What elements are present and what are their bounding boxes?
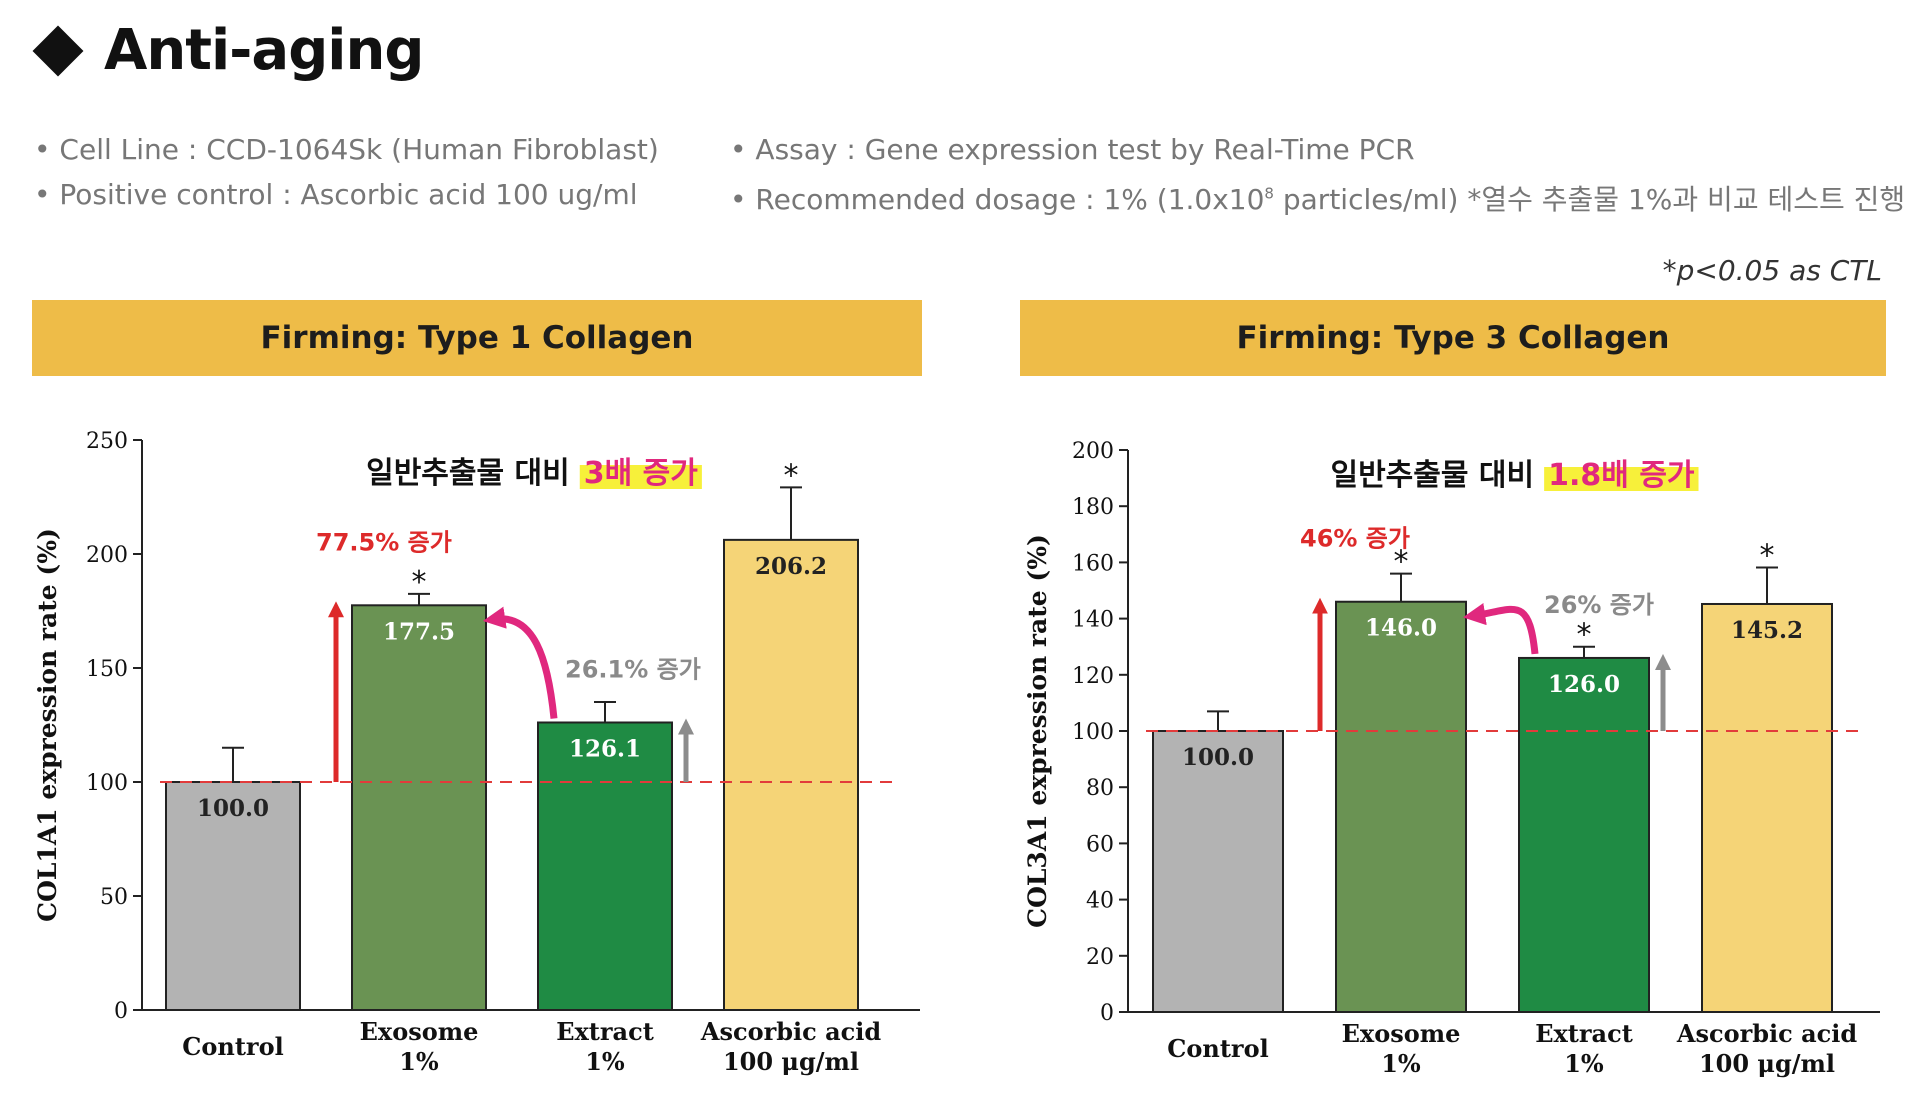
x-tick-label: Control (1167, 1034, 1268, 1063)
chart-collagen-type3: COL3A1 expression rate (%) 0 20 40 60 80 100 12… (1010, 380, 1890, 1090)
y-tick-label: 100 (86, 771, 128, 796)
title-row: Anti-aging (32, 18, 424, 83)
chart1-title: Firming: Type 1 Collagen (32, 300, 922, 376)
magenta-comparison-arrow (1462, 602, 1539, 655)
headline-highlight-marker (1544, 467, 1699, 491)
data-label: 206.2 (755, 553, 827, 580)
y-axis-label: COL3A1 expression rate (%) (1023, 534, 1052, 928)
exosome-increase-annotation: 77.5% 증가 (316, 528, 452, 556)
x-tick-label: Extract (1535, 1019, 1633, 1048)
extract-increase-annotation: 26.1% 증가 (565, 655, 701, 683)
significance-star: * (784, 458, 799, 493)
x-tick-label: Exosome (1342, 1019, 1461, 1048)
bar-1 (1152, 730, 1284, 1013)
x-tick-label-line2: 1% (1564, 1049, 1604, 1078)
y-tick-label: 0 (114, 999, 128, 1024)
headline-group: 일반추출물 대비 3배 증가 (366, 456, 702, 491)
y-tick-label: 150 (86, 657, 128, 682)
bar-1 (165, 781, 301, 1011)
positive-control-info: • Positive control : Ascorbic acid 100 u… (34, 178, 638, 211)
page-title: Anti-aging (104, 18, 424, 83)
y-tick-label: 200 (86, 543, 128, 568)
y-tick-label: 0 (1100, 1001, 1114, 1026)
significance-star: * (1760, 538, 1775, 573)
x-tick-label-line2: 1% (1381, 1049, 1421, 1078)
exosome-increase-annotation: 46% 증가 (1300, 525, 1410, 553)
y-tick-label: 20 (1086, 945, 1114, 970)
data-label: 177.5 (383, 618, 455, 645)
y-tick-label: 250 (86, 429, 128, 454)
x-tick-label-line2: 1% (585, 1047, 625, 1076)
assay-info: • Assay : Gene expression test by Real-T… (730, 133, 1415, 166)
x-tick-label: Control (182, 1032, 283, 1061)
dosage-prefix: • Recommended dosage : 1% (1.0x10 (730, 183, 1265, 216)
y-tick-label: 140 (1072, 608, 1114, 633)
dosage-suffix: particles/ml) *열수 추출물 1%과 비교 테스트 진행 (1273, 183, 1906, 216)
y-tick-label: 160 (1072, 551, 1114, 576)
diamond-bullet-icon (32, 25, 84, 76)
headline-highlight-marker (579, 465, 702, 489)
chart-svg-2: COL3A1 expression rate (%) 0 20 40 60 80 100 12… (1023, 439, 1880, 1078)
bar-4 (1701, 602, 1833, 1013)
bar-4 (723, 538, 859, 1011)
x-tick-label: Extract (556, 1017, 654, 1046)
y-tick-label: 100 (1072, 720, 1114, 745)
y-tick-label: 50 (100, 885, 128, 910)
data-label: 126.1 (569, 735, 641, 762)
x-tick-label: Ascorbic acid (1676, 1019, 1858, 1048)
magenta-comparison-arrow (482, 606, 558, 719)
significance-star: * (1394, 545, 1409, 580)
y-tick-label: 200 (1072, 439, 1114, 464)
significance-note: *p<0.05 as CTL (1662, 254, 1882, 287)
headline-highlight: 3배 증가 (584, 456, 699, 491)
y-tick-label: 40 (1086, 889, 1114, 914)
data-label: 126.0 (1548, 671, 1620, 698)
x-tick-label-line2: 1% (399, 1047, 439, 1076)
bar-3 (537, 721, 673, 1011)
chart-svg-1: COL1A1 expression rate (%) 0 50 100 150 200 25… (33, 429, 920, 1076)
significance-star: * (412, 565, 427, 600)
y-tick-label: 80 (1086, 776, 1114, 801)
y-axis-label: COL1A1 expression rate (%) (33, 528, 62, 922)
headline-main: 일반추출물 대비 (1330, 458, 1534, 493)
data-label: 100.0 (197, 795, 269, 822)
data-label: 146.0 (1365, 615, 1437, 642)
cell-line-info: • Cell Line : CCD-1064Sk (Human Fibrobla… (34, 133, 659, 166)
headline-main: 일반추출물 대비 (366, 456, 570, 491)
headline-highlight: 1.8배 증가 (1548, 458, 1695, 493)
bar-2 (1335, 600, 1467, 1014)
x-tick-label-line2: 100 μg/ml (723, 1047, 859, 1076)
data-label: 100.0 (1182, 744, 1254, 771)
dosage-exponent: 8 (1264, 184, 1274, 203)
dosage-info: • Recommended dosage : 1% (1.0x108 parti… (730, 178, 1905, 218)
bar-2 (351, 604, 487, 1012)
data-label: 145.2 (1731, 617, 1803, 644)
x-tick-label: Exosome (360, 1017, 479, 1046)
chart-collagen-type1: COL1A1 expression rate (%) 0 50 100 150 200 25… (20, 380, 920, 1090)
y-tick-label: 60 (1086, 832, 1114, 857)
extract-increase-annotation: 26% 증가 (1544, 591, 1654, 619)
significance-star: * (1577, 618, 1592, 653)
y-tick-label: 180 (1072, 495, 1114, 520)
x-tick-label: Ascorbic acid (700, 1017, 882, 1046)
headline-group: 일반추출물 대비 1.8배 증가 (1330, 458, 1699, 493)
chart2-title: Firming: Type 3 Collagen (1020, 300, 1886, 376)
y-tick-label: 120 (1072, 664, 1114, 689)
x-tick-label-line2: 100 μg/ml (1699, 1049, 1835, 1078)
bar-3 (1518, 656, 1650, 1013)
